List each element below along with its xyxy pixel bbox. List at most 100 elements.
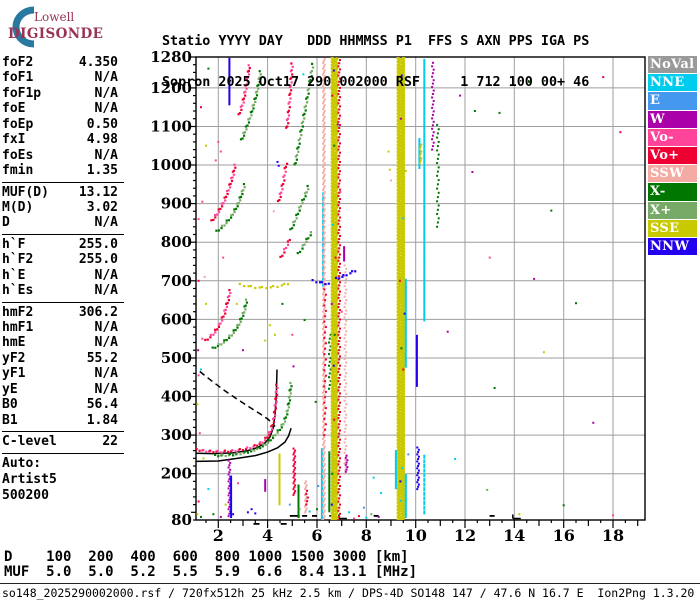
param-value: N/A — [94, 366, 118, 382]
param-value: 1.84 — [86, 412, 118, 428]
param-value: N/A — [94, 381, 118, 397]
digisonde-logo: Lowell DIGISONDE — [6, 4, 126, 48]
param-label: h`Es — [2, 283, 34, 299]
param-row-yF1: yF1 N/A — [2, 366, 118, 381]
param-label: h`F2 — [2, 252, 34, 268]
logo-digisonde-text: DIGISONDE — [8, 26, 104, 42]
param-label: hmE — [2, 335, 26, 351]
param-row-M(D): M(D) 3.02 — [2, 200, 118, 215]
svg-text:14: 14 — [503, 526, 525, 545]
param-label: yE — [2, 381, 18, 397]
param-label: D — [2, 215, 10, 231]
param-label: hmF1 — [2, 320, 34, 335]
footer-divider — [0, 583, 700, 584]
param-row-foF1p: foF1p N/A — [2, 86, 118, 101]
param-row-B1: B1 1.84 — [2, 413, 118, 428]
logo-lowell-text: Lowell — [34, 10, 75, 24]
svg-text:500: 500 — [161, 349, 192, 367]
param-value: N/A — [94, 335, 118, 351]
panel-separator — [2, 181, 124, 183]
param-value: 306.2 — [78, 304, 118, 320]
header-fields-line: Statio YYYY DAY DDD HHMMSS P1 FFS S AXN … — [162, 34, 590, 49]
autoscaling-line: 500200 — [2, 487, 49, 503]
param-label: B1 — [2, 412, 18, 428]
autoscaling-line: Artist5 — [2, 471, 57, 487]
panel-separator — [2, 431, 124, 433]
autoscaling-info: Auto: Artist5 500200 — [2, 456, 126, 505]
param-label: yF2 — [2, 350, 26, 366]
param-row-hmF2: hmF2 306.2 — [2, 305, 118, 320]
param-value: 13.12 — [78, 184, 118, 200]
svg-text:600: 600 — [161, 310, 192, 328]
param-label: MUF(D) — [2, 184, 49, 200]
legend-item-NoVal: NoVal — [648, 56, 697, 74]
legend-item-NNE: NNE — [648, 74, 697, 92]
legend-item-W: W — [648, 110, 697, 128]
status-line: so148_2025290002000.rsf / 720fx512h 25 k… — [2, 586, 695, 600]
svg-text:700: 700 — [161, 272, 192, 290]
param-row-foEs: foEs N/A — [2, 148, 118, 163]
param-label: foF1 — [2, 70, 34, 86]
param-row-h`F: h`F 255.0 — [2, 237, 118, 252]
param-value: 22 — [102, 434, 118, 450]
svg-text:12: 12 — [454, 526, 476, 545]
parameters-panel: foF2 4.350 foF1 N/A foF1p N/A foE N/A foEp 0.50 fx… — [2, 55, 126, 504]
param-value: 255.0 — [78, 236, 118, 252]
param-row-foEp: foEp 0.50 — [2, 117, 118, 132]
svg-text:800: 800 — [161, 233, 192, 251]
param-label: foEp — [2, 116, 34, 132]
param-label: foE — [2, 101, 26, 117]
param-row-yE: yE N/A — [2, 382, 118, 397]
header-values-line: Sopron 2025 Oct17 290 002000 RSF 1 712 1… — [162, 74, 590, 90]
param-label: B0 — [2, 397, 18, 413]
svg-text:300: 300 — [161, 426, 192, 444]
param-label: fmin — [2, 163, 34, 179]
legend-item-Vo-: Vo- — [648, 128, 697, 146]
param-value: 55.2 — [86, 350, 118, 366]
param-row-h`Es: h`Es N/A — [2, 283, 118, 298]
svg-text:6: 6 — [311, 526, 322, 545]
param-value: N/A — [94, 215, 118, 231]
param-row-yF2: yF2 55.2 — [2, 351, 118, 366]
param-row-h`F2: h`F2 255.0 — [2, 252, 118, 267]
param-label: fxI — [2, 132, 26, 148]
param-value: 56.4 — [86, 397, 118, 413]
autoscaling-line: Auto: — [2, 455, 42, 471]
param-label: C-level — [2, 434, 57, 450]
param-value: N/A — [94, 320, 118, 335]
param-value: 4.98 — [86, 132, 118, 148]
param-row-h`E: h`E N/A — [2, 268, 118, 283]
param-value: 3.02 — [86, 199, 118, 215]
param-value: 1.35 — [86, 163, 118, 179]
param-label: foEs — [2, 147, 34, 163]
panel-separator — [2, 301, 124, 303]
svg-text:2: 2 — [213, 526, 224, 545]
param-row-C-level: C-level 22 — [2, 434, 118, 449]
param-row-hmF1: hmF1 N/A — [2, 320, 118, 335]
svg-text:1200: 1200 — [150, 79, 192, 97]
param-value: N/A — [94, 267, 118, 283]
svg-text:1280: 1280 — [150, 48, 192, 66]
svg-text:1000: 1000 — [150, 156, 192, 174]
svg-text:900: 900 — [161, 195, 192, 213]
svg-text:400: 400 — [161, 388, 192, 406]
legend-item-X-: X- — [648, 183, 697, 201]
param-value: 4.350 — [78, 55, 118, 70]
panel-separator — [2, 233, 124, 235]
svg-text:4: 4 — [262, 526, 273, 545]
legend-item-E: E — [648, 92, 697, 110]
param-row-foF1: foF1 N/A — [2, 70, 118, 85]
param-label: foF2 — [2, 55, 34, 70]
param-label: h`E — [2, 267, 26, 283]
param-row-D: D N/A — [2, 215, 118, 230]
svg-text:80: 80 — [171, 511, 192, 529]
legend-item-SSW: SSW — [648, 165, 697, 183]
param-value: N/A — [94, 283, 118, 299]
logo-crescent-icon — [12, 6, 35, 48]
param-row-hmE: hmE N/A — [2, 335, 118, 350]
svg-text:16: 16 — [553, 526, 575, 545]
legend-item-NNW: NNW — [648, 237, 697, 256]
svg-text:18: 18 — [602, 526, 624, 545]
